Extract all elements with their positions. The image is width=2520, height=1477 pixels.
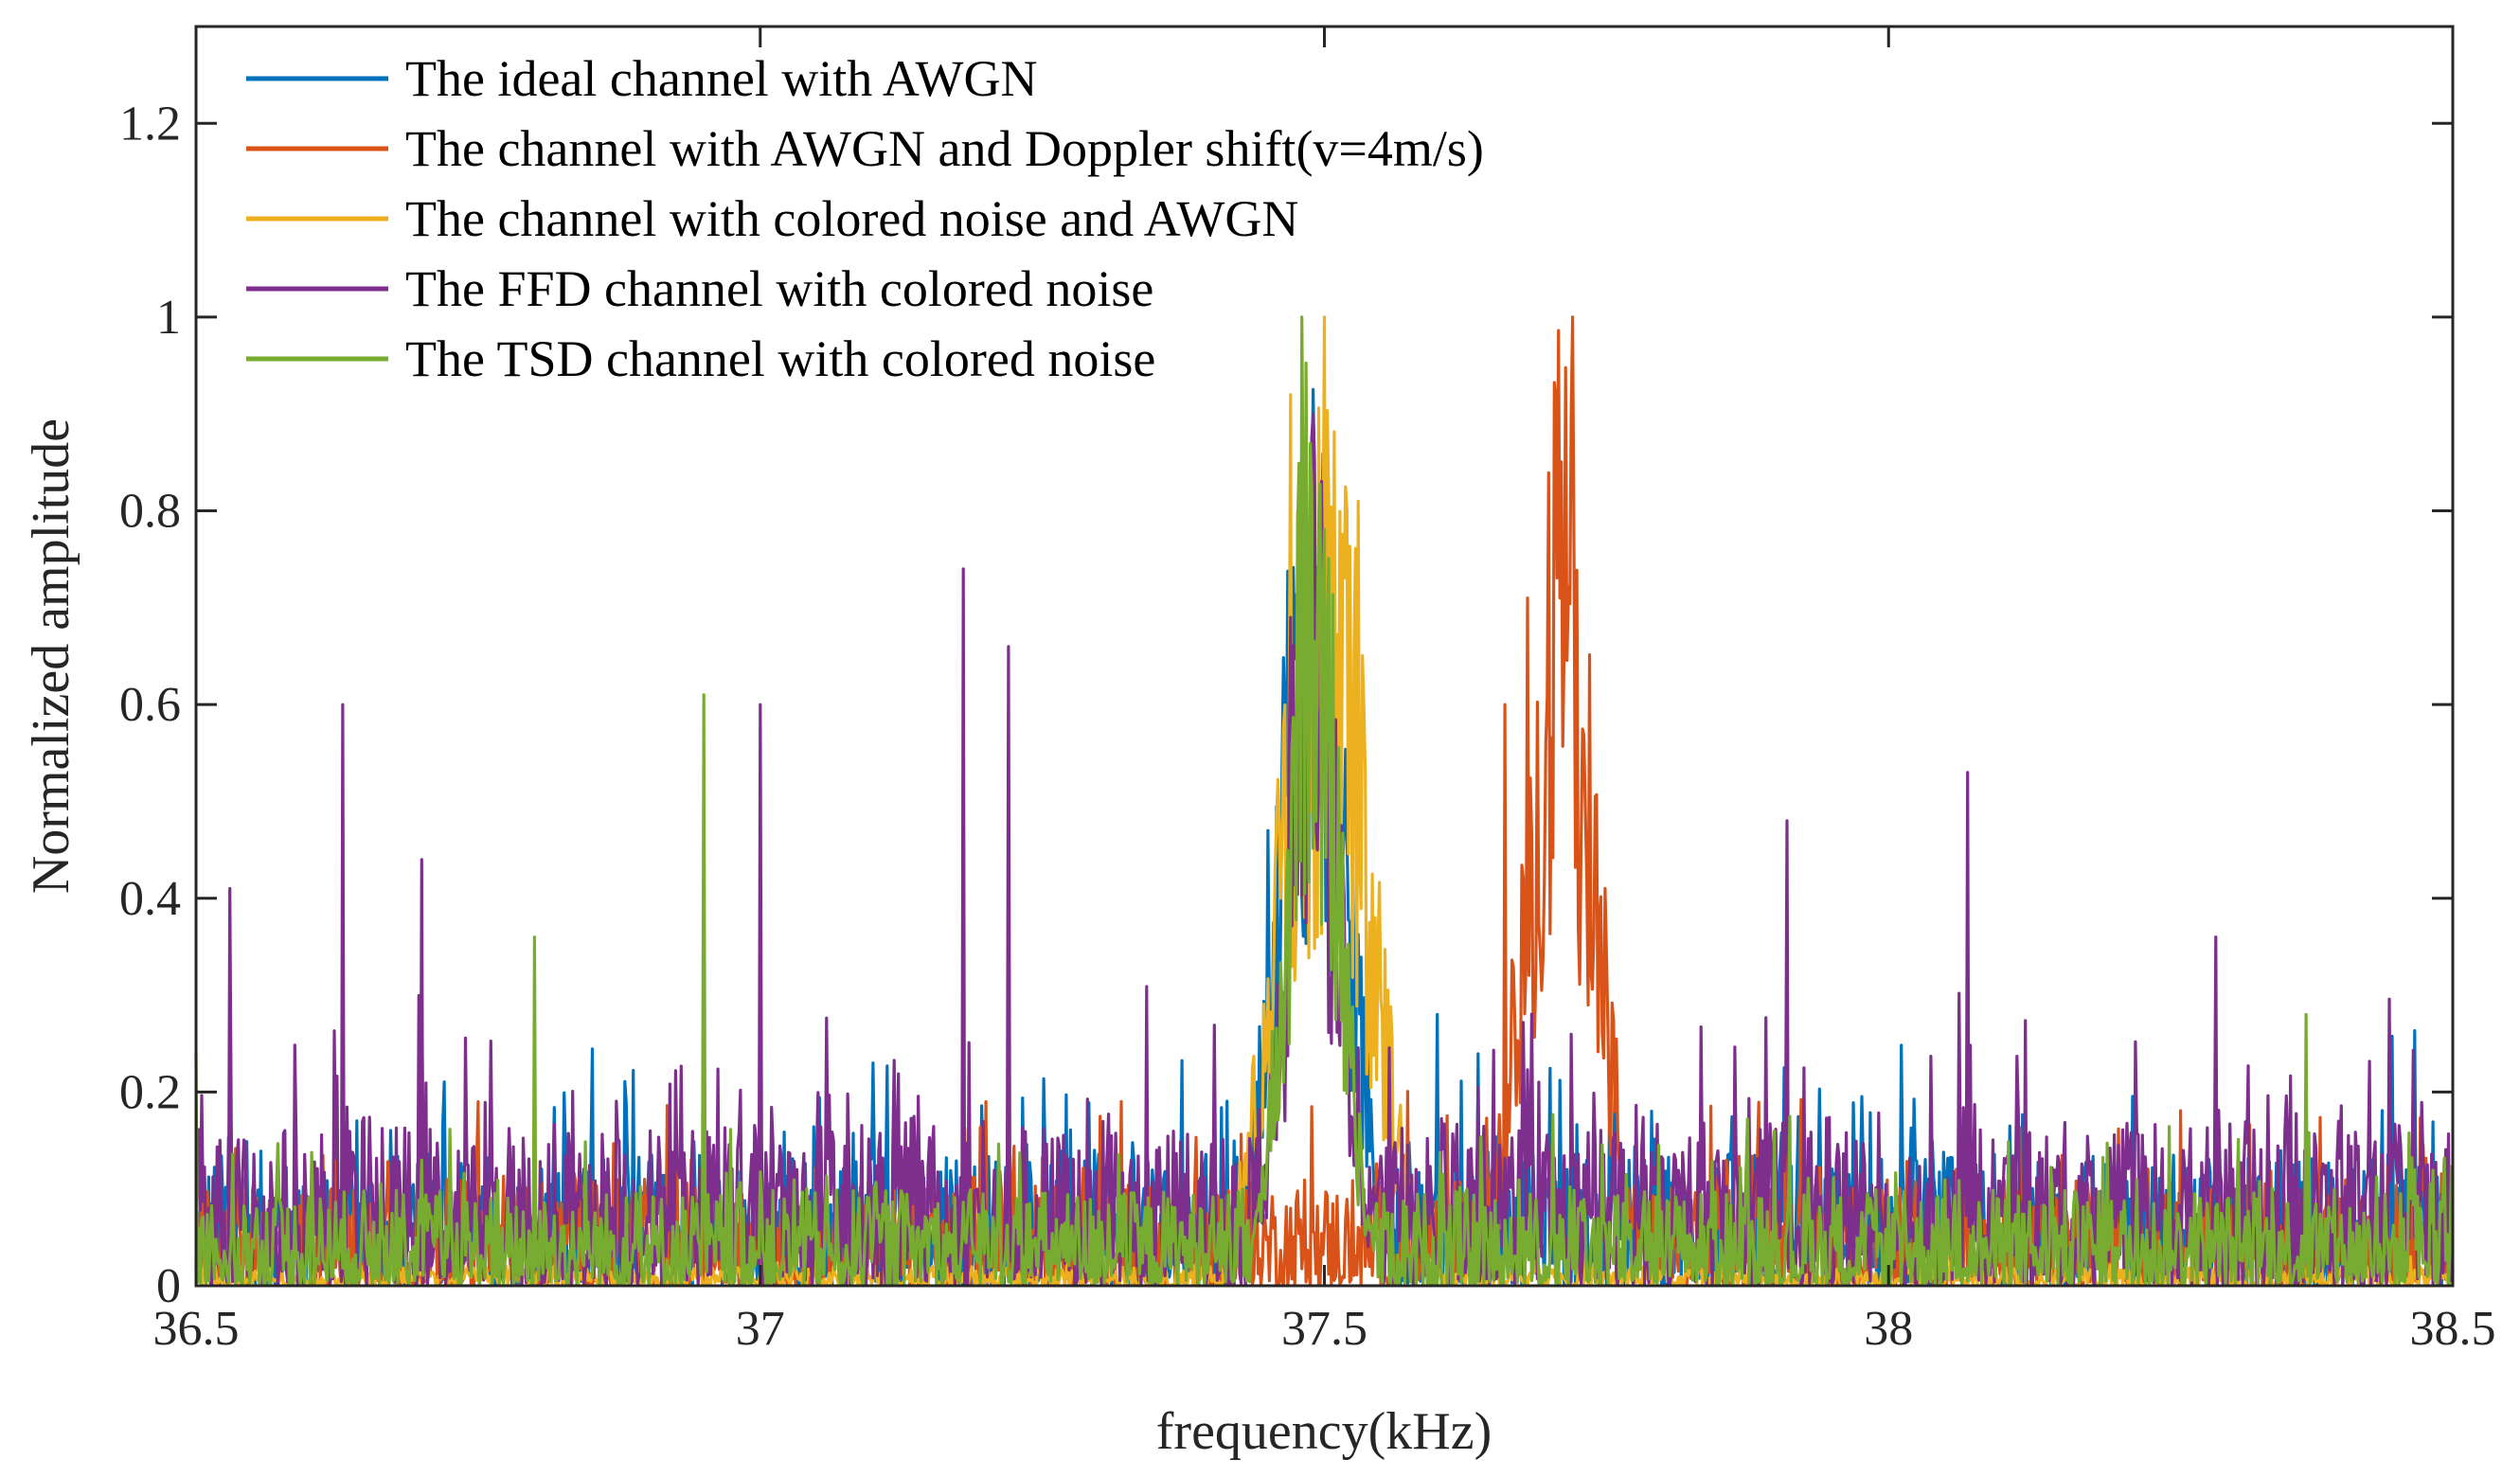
x-tick-label: 38.5 (2410, 1302, 2496, 1356)
x-tick-label: 37.5 (1281, 1302, 1367, 1356)
legend-label-1: The ideal channel with AWGN (405, 50, 1037, 107)
legend-label-4: The FFD channel with colored noise (405, 260, 1153, 317)
x-tick-label: 36.5 (153, 1302, 240, 1356)
x-axis-title: frequency(kHz) (1156, 1402, 1492, 1461)
y-tick-label: 1 (156, 291, 181, 345)
y-tick-label: 0 (156, 1259, 181, 1313)
legend-label-5: The TSD channel with colored noise (405, 330, 1155, 387)
legend-label-3: The channel with colored noise and AWGN (405, 190, 1298, 247)
y-tick-label: 1.2 (119, 97, 181, 151)
legend: The ideal channel with AWGN The channel w… (246, 50, 1484, 387)
x-tick-label: 37 (736, 1302, 785, 1356)
x-tick-label: 38 (1864, 1302, 1913, 1356)
y-tick-label: 0.8 (119, 485, 181, 539)
tick-layer: 36.5 37 37.5 38 38.5 0 0.2 0.4 0.6 0.8 1 1.2 (119, 27, 2496, 1356)
series-line-5 (194, 315, 2455, 1288)
y-tick-label: 0.4 (119, 872, 181, 926)
y-tick-label: 0.6 (119, 678, 181, 732)
y-tick-label: 0.2 (119, 1065, 181, 1119)
y-axis-title: Normalized amplitude (22, 418, 80, 894)
legend-label-2: The channel with AWGN and Doppler shift(… (405, 120, 1484, 177)
